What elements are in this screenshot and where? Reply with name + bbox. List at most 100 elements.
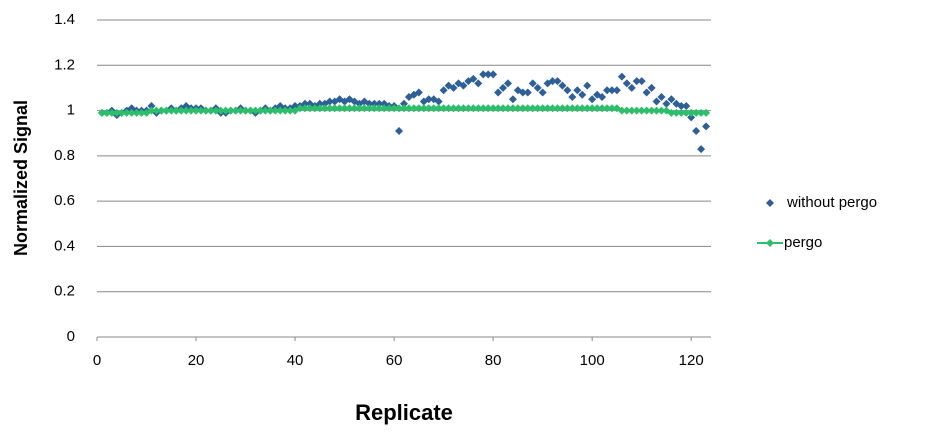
- point: [122, 108, 131, 117]
- point: [132, 108, 141, 117]
- y-tick-label: 1.4: [54, 11, 75, 28]
- point: [637, 106, 646, 115]
- point: [221, 106, 230, 115]
- point: [266, 106, 275, 115]
- point: [147, 106, 156, 115]
- point: [692, 108, 701, 117]
- y-tick-label: 0.8: [54, 147, 75, 164]
- point: [251, 106, 260, 115]
- point: [677, 102, 686, 111]
- point: [157, 106, 166, 115]
- point: [395, 126, 404, 135]
- point: [112, 108, 121, 117]
- point: [355, 104, 364, 113]
- point: [360, 104, 369, 113]
- x-tick-label: 0: [93, 352, 101, 369]
- point: [593, 104, 602, 113]
- point: [617, 72, 626, 81]
- point: [256, 106, 265, 115]
- y-tick-label: 0: [67, 328, 75, 345]
- point: [563, 86, 572, 95]
- point: [702, 108, 711, 117]
- point: [578, 90, 587, 99]
- legend-label: without pergo: [786, 194, 877, 211]
- point: [494, 104, 503, 113]
- point: [548, 77, 557, 86]
- point: [479, 70, 488, 79]
- point: [647, 106, 656, 115]
- point: [231, 106, 240, 115]
- point: [697, 145, 706, 154]
- point: [152, 106, 161, 115]
- point: [226, 106, 235, 115]
- point: [503, 104, 512, 113]
- point: [503, 79, 512, 88]
- point: [172, 106, 181, 115]
- point: [375, 104, 384, 113]
- point: [528, 104, 537, 113]
- point: [182, 106, 191, 115]
- point: [419, 104, 428, 113]
- x-tick-label: 120: [679, 352, 704, 369]
- point: [652, 106, 661, 115]
- legend-marker: [766, 199, 774, 207]
- point: [167, 106, 176, 115]
- point: [206, 106, 215, 115]
- point: [617, 106, 626, 115]
- y-tick-label: 0.6: [54, 192, 75, 209]
- point: [459, 81, 468, 90]
- point: [627, 83, 636, 92]
- point: [687, 113, 696, 122]
- point: [241, 106, 250, 115]
- x-tick-label: 100: [580, 352, 605, 369]
- point: [281, 106, 290, 115]
- point: [533, 104, 542, 113]
- point: [558, 104, 567, 113]
- point: [350, 104, 359, 113]
- point: [345, 104, 354, 113]
- point: [400, 99, 408, 108]
- point: [246, 106, 255, 115]
- point: [162, 106, 171, 115]
- point: [692, 126, 701, 135]
- point: [414, 88, 423, 97]
- point: [340, 104, 349, 113]
- point: [622, 106, 631, 115]
- point: [449, 83, 458, 92]
- point: [672, 108, 681, 117]
- point: [578, 104, 587, 113]
- point: [320, 104, 329, 113]
- point: [499, 104, 508, 113]
- point: [375, 99, 384, 108]
- point: [439, 86, 448, 95]
- point: [697, 108, 706, 117]
- point: [434, 104, 443, 113]
- point: [548, 104, 557, 113]
- point: [642, 106, 651, 115]
- point: [518, 88, 527, 97]
- point: [296, 104, 305, 113]
- point: [325, 104, 334, 113]
- point: [439, 104, 448, 113]
- point: [454, 104, 463, 113]
- point: [607, 104, 616, 113]
- point: [568, 92, 577, 101]
- y-axis-title: Normalized Signal: [11, 100, 31, 256]
- point: [647, 83, 656, 92]
- point: [563, 104, 572, 113]
- y-tick-label: 0.2: [54, 283, 75, 300]
- point: [627, 106, 636, 115]
- point: [518, 104, 527, 113]
- point: [261, 106, 270, 115]
- legend-marker: [766, 239, 774, 247]
- point: [637, 77, 646, 86]
- point: [682, 108, 691, 117]
- legend-label: pergo: [784, 234, 822, 251]
- point: [137, 108, 146, 117]
- point: [667, 95, 676, 104]
- point: [102, 108, 111, 117]
- point: [603, 86, 612, 95]
- point: [677, 108, 686, 117]
- point: [315, 104, 324, 113]
